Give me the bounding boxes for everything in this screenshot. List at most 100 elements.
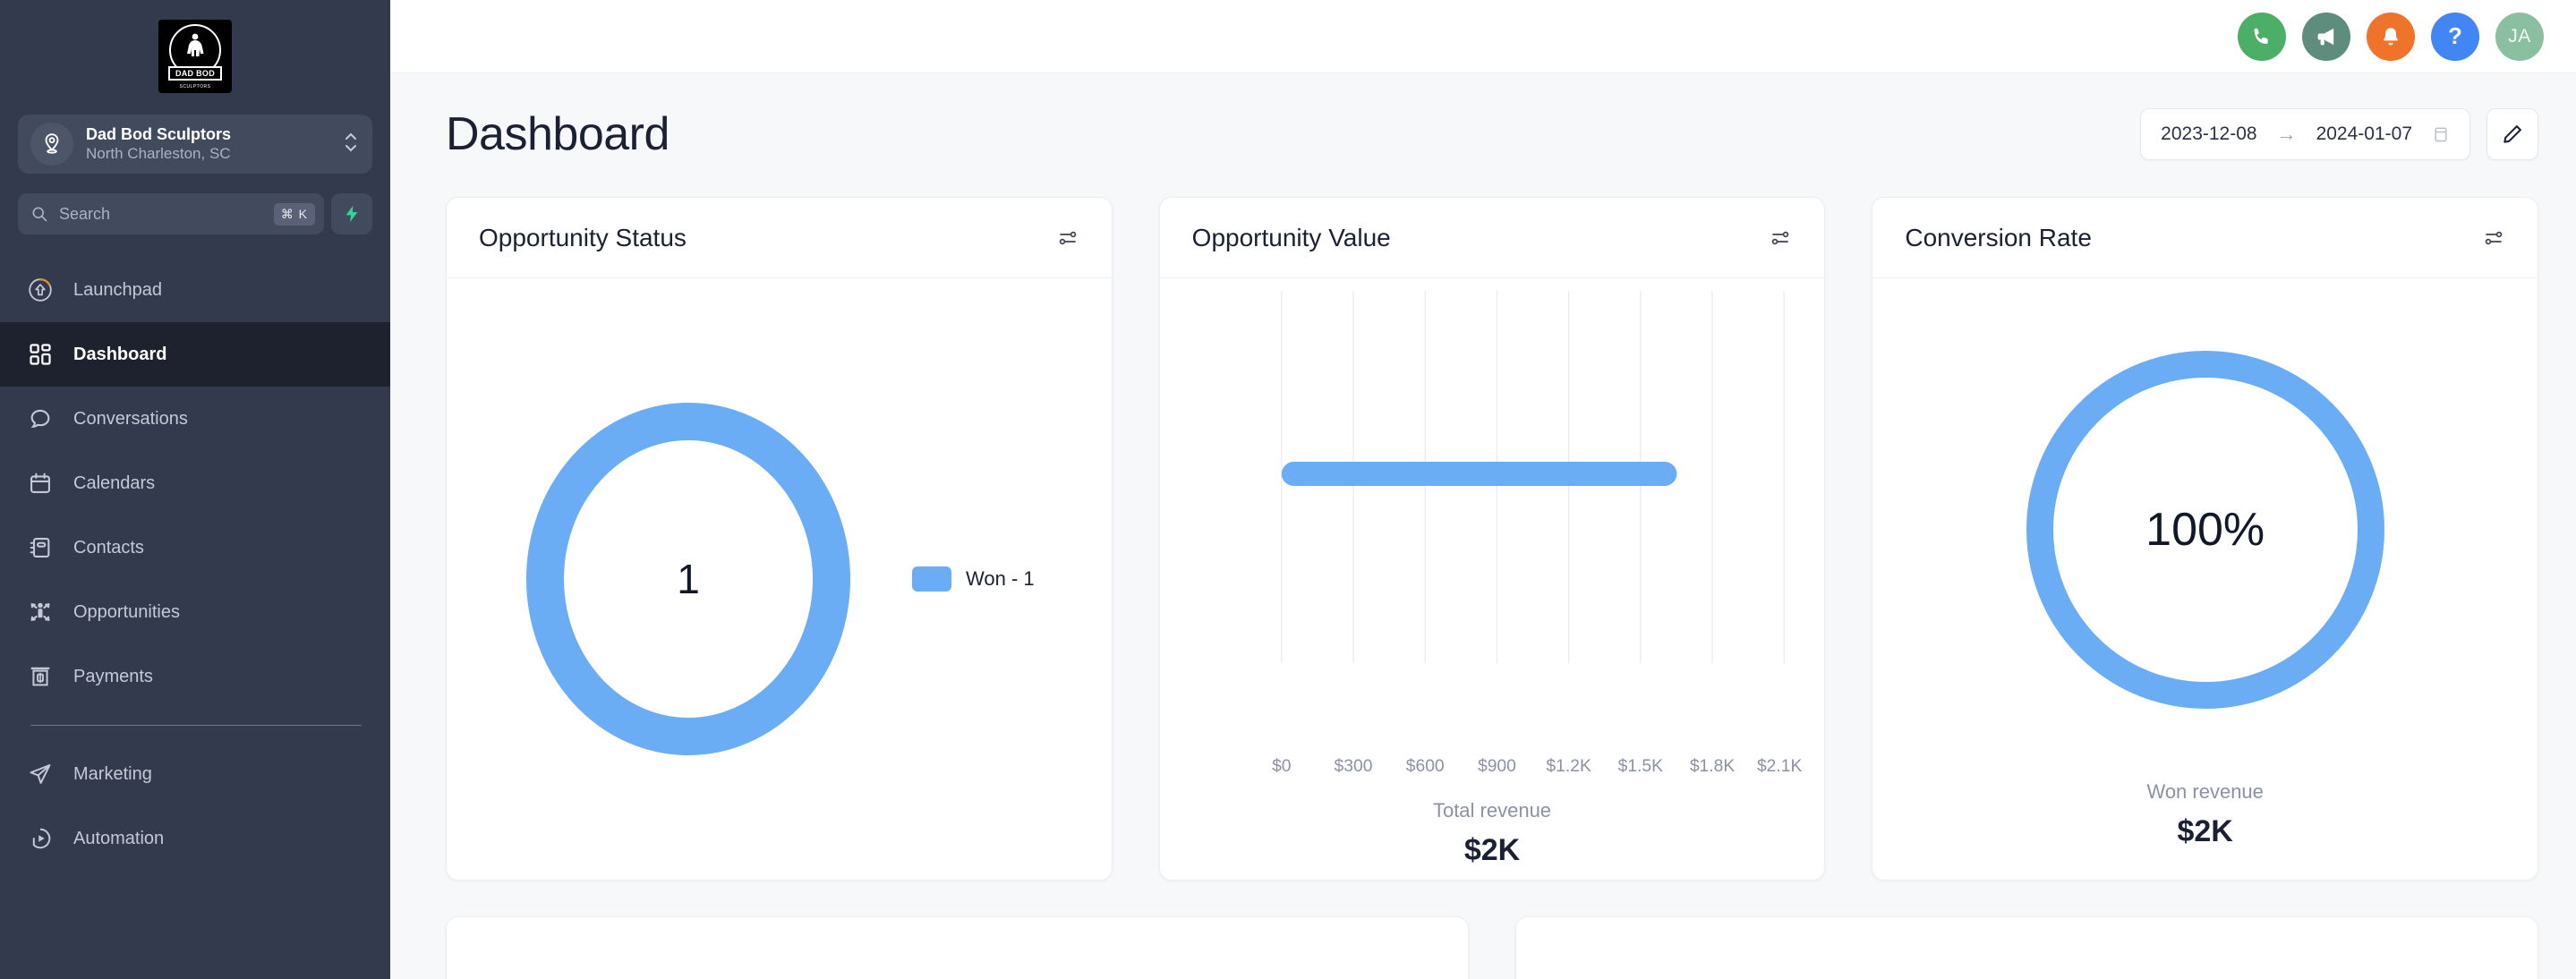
- sidebar-item-label: Dashboard: [73, 344, 167, 364]
- top-bar: ? JA: [390, 0, 2576, 73]
- donut-center-label: 1: [677, 556, 700, 602]
- sidebar-item-label: Payments: [73, 666, 153, 686]
- card-header: Conversion Rate: [1872, 198, 2538, 278]
- xtick-label: $600: [1405, 757, 1444, 776]
- location-avatar: [30, 123, 73, 166]
- logo-banner-text: DAD BOD: [167, 66, 223, 81]
- search-input[interactable]: Search ⌘ K: [18, 193, 324, 234]
- card-opportunity-value: Opportunity Value: [1158, 197, 1826, 881]
- date-range-end[interactable]: 2024-01-07: [2316, 123, 2412, 144]
- card-placeholder: [1515, 916, 2538, 979]
- status-donut-row: 1 Won - 1: [447, 400, 1112, 758]
- sliders-icon[interactable]: [2482, 227, 2505, 249]
- xtick-label: $1.2K: [1546, 757, 1591, 776]
- payments-icon: [25, 664, 55, 689]
- phone-button[interactable]: [2238, 12, 2286, 61]
- location-text: Dad Bod Sculptors North Charleston, SC: [86, 125, 337, 163]
- card-title: Opportunity Status: [479, 223, 687, 251]
- sidebar-nav: Launchpad Dashboard: [0, 258, 390, 871]
- donut-svg: [526, 403, 851, 755]
- date-range-arrow: →: [2276, 123, 2297, 145]
- sidebar-item-label: Launchpad: [73, 279, 162, 300]
- map-pin-icon: [45, 133, 59, 154]
- card-conversion-rate: Conversion Rate 100%: [1872, 197, 2539, 881]
- contacts-book-icon: [25, 535, 55, 560]
- card-body: 1 Won - 1: [447, 278, 1112, 880]
- page-header-actions: 2023-12-08 → 2024-01-07: [2140, 108, 2538, 160]
- lightning-bolt-icon: [345, 205, 358, 223]
- sidebar-item-dashboard[interactable]: Dashboard: [0, 322, 390, 387]
- brand-logo-container: DAD BOD SCULPTORS: [0, 0, 390, 93]
- legend-swatch: [912, 566, 952, 592]
- xtick-label: $900: [1478, 757, 1516, 776]
- card-body: $0 $300 $600 $900 $1.2K $1.5K $1.8K $2.1…: [1160, 278, 1825, 799]
- bar-chart-svg: [1280, 291, 1785, 663]
- page-title: Dashboard: [446, 108, 670, 160]
- search-shortcut-badge: ⌘ K: [273, 202, 315, 226]
- sliders-icon[interactable]: [1769, 227, 1792, 249]
- sidebar-item-label: Conversations: [73, 408, 188, 429]
- page-header: Dashboard 2023-12-08 → 2024-01-07: [390, 73, 2576, 161]
- dashboard-cards-row: Opportunity Status: [390, 161, 2576, 881]
- quick-action-button[interactable]: [331, 193, 372, 234]
- opportunity-value-bar-chart[interactable]: $0 $300 $600 $900 $1.2K $1.5K $1.8K $2.1…: [1160, 278, 1825, 799]
- logo-sub-text: SCULPTORS: [179, 84, 211, 89]
- conversion-rate-donut-chart[interactable]: 100%: [2017, 342, 2393, 718]
- pencil-icon: [2503, 125, 2521, 143]
- xtick-label: $300: [1334, 757, 1372, 776]
- dashboard-next-row: [390, 881, 2576, 979]
- dad-bod-sculptors-logo[interactable]: DAD BOD SCULPTORS: [158, 20, 232, 93]
- sidebar-item-conversations[interactable]: Conversations: [0, 387, 390, 451]
- sidebar-item-label: Contacts: [73, 537, 144, 558]
- date-range-picker[interactable]: 2023-12-08 → 2024-01-07: [2140, 108, 2470, 160]
- date-range-start[interactable]: 2023-12-08: [2161, 123, 2257, 144]
- card-footer: Won revenue $2K: [1872, 780, 2538, 880]
- xtick-label: $1.5K: [1617, 757, 1663, 776]
- sliders-icon[interactable]: [1056, 227, 1079, 249]
- card-title: Conversion Rate: [1905, 223, 2092, 251]
- sidebar-item-contacts[interactable]: Contacts: [0, 515, 390, 580]
- announcements-button[interactable]: [2302, 12, 2350, 61]
- sidebar-item-marketing[interactable]: Marketing: [0, 742, 390, 806]
- opportunities-icon: [25, 599, 55, 626]
- launchpad-icon: [25, 277, 55, 303]
- main-content: ? JA Dashboard 2023-12-08 → 2024-01-07: [390, 0, 2576, 979]
- sidebar-item-payments[interactable]: Payments: [0, 644, 390, 709]
- donut-svg: [2026, 350, 2384, 709]
- calendar-icon: [25, 471, 55, 496]
- sidebar-item-opportunities[interactable]: Opportunities: [0, 580, 390, 644]
- chart-legend[interactable]: Won - 1: [912, 566, 1035, 592]
- sidebar-item-automation[interactable]: Automation: [0, 806, 390, 871]
- footer-value: $2K: [1463, 833, 1521, 867]
- location-switcher[interactable]: Dad Bod Sculptors North Charleston, SC: [18, 115, 372, 174]
- search-icon: [32, 207, 47, 222]
- sidebar-item-calendars[interactable]: Calendars: [0, 451, 390, 515]
- paper-plane-icon: [25, 762, 55, 787]
- chevron-up-down-icon[interactable]: [342, 127, 360, 162]
- sidebar: DAD BOD SCULPTORS Dad Bod Sculptors Nort…: [0, 0, 390, 979]
- xtick-label: $1.8K: [1690, 757, 1736, 776]
- chat-bubble-icon: [25, 406, 55, 431]
- play-circle-icon: [25, 826, 55, 851]
- bell-icon: [2384, 27, 2398, 46]
- sidebar-item-launchpad[interactable]: Launchpad: [0, 258, 390, 322]
- help-icon: ?: [2448, 22, 2462, 49]
- help-button[interactable]: ?: [2431, 12, 2479, 61]
- dashboard-grid-icon: [25, 342, 55, 367]
- card-header: Opportunity Value: [1159, 198, 1825, 278]
- phone-icon: [2254, 28, 2268, 44]
- xtick-label: $0: [1272, 757, 1291, 776]
- footer-label: Won revenue: [2146, 780, 2264, 803]
- logo-figure-icon: [187, 33, 204, 56]
- notifications-button[interactable]: [2367, 12, 2415, 61]
- legend-label: Won - 1: [966, 567, 1035, 590]
- location-sublabel: North Charleston, SC: [86, 145, 231, 162]
- opportunity-status-donut-chart[interactable]: 1: [524, 400, 853, 758]
- card-footer: Total revenue $2K: [1160, 799, 1825, 880]
- donut-center-label: 100%: [2145, 503, 2265, 556]
- avatar[interactable]: JA: [2495, 12, 2544, 61]
- edit-dashboard-button[interactable]: [2486, 108, 2538, 160]
- bar-chart-axis-svg: $0 $300 $600 $900 $1.2K $1.5K $1.8K $2.1…: [1272, 757, 1802, 776]
- card-title: Opportunity Value: [1191, 223, 1391, 251]
